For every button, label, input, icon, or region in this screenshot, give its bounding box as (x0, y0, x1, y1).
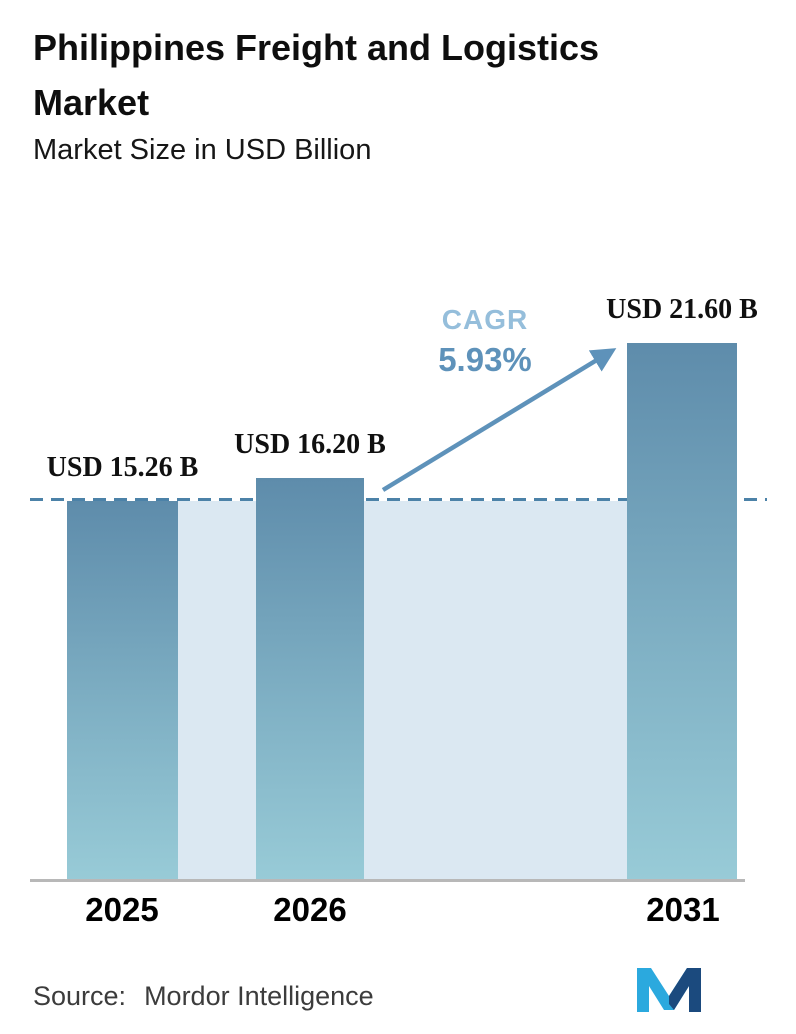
page-subtitle: Market Size in USD Billion (33, 134, 372, 166)
bar-value-label-2026: USD 16.20 B (234, 429, 386, 460)
x-label-2031: 2031 (646, 891, 720, 928)
page-title-line1: Philippines Freight and Logistics (33, 27, 600, 68)
source-label: Source: (33, 981, 127, 1011)
bar-value-label-2025: USD 15.26 B (46, 452, 199, 483)
x-label-2026: 2026 (273, 891, 347, 928)
bar-value-label-2031: USD 21.60 B (606, 294, 758, 325)
cagr-arrow-icon (381, 348, 617, 492)
source-line: Source: Mordor Intelligence (33, 981, 374, 1012)
dashed-reference-line (30, 498, 767, 501)
cagr-annotation: CAGR 5.93% (420, 304, 550, 379)
bar-chart: USD 15.26 B USD 16.20 B USD 21.60 B CAGR… (30, 294, 767, 882)
x-axis-line (30, 879, 745, 882)
page-title-line2: Market (33, 82, 150, 123)
cagr-value: 5.93% (438, 341, 532, 378)
bar-2031: USD 21.60 B (606, 294, 758, 881)
bar-2026: USD 16.20 B (234, 429, 386, 881)
chart-band (67, 501, 737, 881)
x-label-2025: 2025 (85, 891, 159, 928)
cagr-label: CAGR (441, 304, 529, 335)
mordor-intelligence-logo (637, 968, 701, 1012)
page-title: Philippines Freight and Logistics Market (33, 20, 599, 130)
bar-2025: USD 15.26 B (47, 452, 198, 881)
source-value: Mordor Intelligence (144, 981, 374, 1011)
